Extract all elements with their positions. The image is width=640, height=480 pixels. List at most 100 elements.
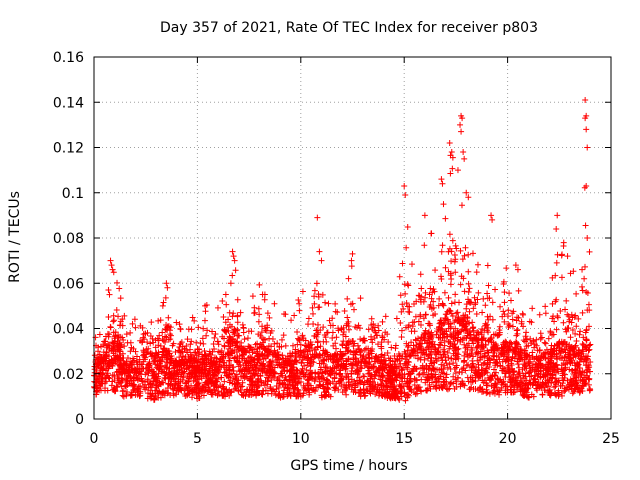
data-point [563,341,570,348]
data-point [573,370,580,377]
data-point [519,356,526,363]
data-point [290,364,297,371]
data-point [499,365,506,372]
data-point [537,364,544,371]
data-point [469,319,476,326]
data-point [277,370,284,377]
data-point [399,301,406,308]
data-point [114,279,121,286]
data-point [146,358,153,365]
data-point [519,310,526,317]
data-point [412,391,419,398]
data-point [281,384,288,391]
data-point [120,360,127,367]
data-point [286,368,293,375]
data-point [237,387,244,394]
data-point [455,345,462,352]
data-point [494,345,501,352]
data-point [332,384,339,391]
data-point [229,347,236,354]
data-point [492,343,499,350]
data-point [253,362,260,369]
data-point [534,381,541,388]
data-point [166,353,173,360]
data-point [446,231,453,238]
data-point [441,289,448,296]
data-point [439,242,446,249]
data-point [108,345,115,352]
data-point [459,326,466,333]
data-point [157,317,164,324]
data-point [200,325,207,332]
data-point [240,362,247,369]
data-point [220,313,227,320]
data-point [211,367,218,374]
data-point [434,348,441,355]
data-point [232,374,239,381]
data-point [193,379,200,386]
data-point [249,293,256,300]
data-point [534,387,541,394]
data-point [129,361,136,368]
data-point [469,325,476,332]
data-point [458,273,465,280]
data-point [501,318,508,325]
data-point [403,340,410,347]
data-point [235,377,242,384]
data-point [327,322,334,329]
data-point [443,311,450,318]
data-point [184,359,191,366]
data-point [511,389,518,396]
data-point [314,321,321,328]
data-point [385,391,392,398]
data-point [171,365,178,372]
data-point [542,310,549,317]
data-point [496,356,503,363]
data-point [192,384,199,391]
data-point [491,366,498,373]
data-point [256,311,263,318]
data-point [392,345,399,352]
data-point [270,368,277,375]
data-point [422,311,429,318]
data-point [554,314,561,321]
data-point [453,245,460,252]
data-point [578,283,585,290]
data-point [265,351,272,358]
data-point [133,353,140,360]
data-point [402,290,409,297]
data-point [523,365,530,372]
data-point [548,342,555,349]
data-point [327,367,334,374]
data-points [91,96,594,404]
data-point [523,336,530,343]
data-point [499,358,506,365]
data-point [295,375,302,382]
data-point [539,391,546,398]
data-point [210,371,217,378]
data-point [322,334,329,341]
data-point [167,332,174,339]
data-point [336,367,343,374]
data-point [448,355,455,362]
data-point [147,340,154,347]
data-point [189,314,196,321]
data-point [446,385,453,392]
data-point [128,392,135,399]
data-point [110,269,117,276]
data-point [211,334,218,341]
data-point [147,387,154,394]
data-point [234,296,241,303]
data-point-peak [318,257,325,264]
data-point [469,357,476,364]
data-point [98,376,105,383]
data-point [581,263,588,270]
data-point [123,383,130,390]
data-point [414,355,421,362]
data-point [222,291,229,298]
data-point [498,344,505,351]
data-point [219,298,226,305]
data-point [541,387,548,394]
data-point [460,365,467,372]
data-point [485,316,492,323]
